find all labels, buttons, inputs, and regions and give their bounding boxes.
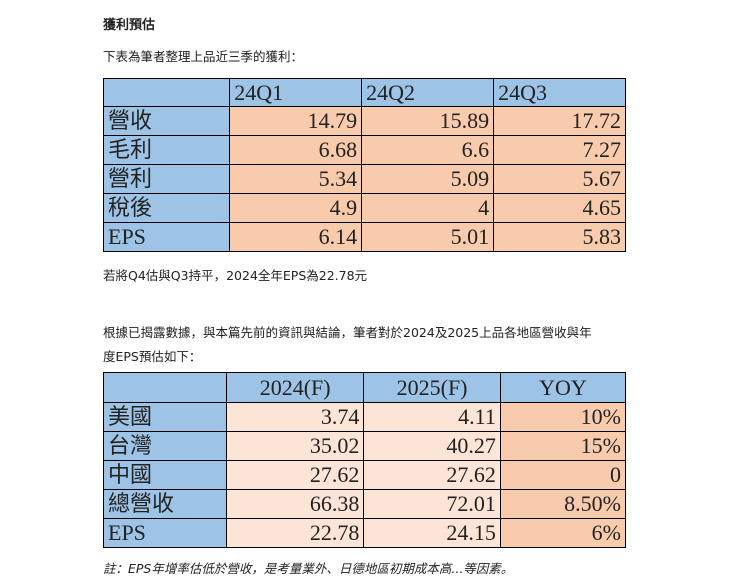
header-row: 2024(F) 2025(F) YOY	[103, 372, 627, 403]
row-label: 毛利	[102, 135, 231, 165]
column-header: 24Q1	[229, 78, 363, 107]
column-header: YOY	[499, 372, 627, 403]
column-header: 2025(F)	[363, 372, 501, 403]
corner-cell	[103, 372, 227, 403]
cell: 22.78	[225, 518, 365, 548]
cell: 15%	[499, 431, 627, 461]
cell: 4.11	[363, 402, 501, 432]
table-row: 營收 14.79 15.89 17.72	[102, 106, 626, 136]
table-quarterly: 24Q1 24Q2 24Q3 營收 14.79 15.89 17.72 毛利 6.68 6.6 7.…	[102, 78, 626, 252]
cell: 4.65	[493, 193, 626, 223]
table-row: 稅後 4.9 4 4.65	[102, 193, 626, 223]
cell: 6.68	[229, 135, 363, 165]
note: 若將Q4估與Q3持平，2024全年EPS為22.78元	[103, 268, 368, 283]
cell: 3.74	[225, 402, 365, 432]
cell: 40.27	[363, 431, 501, 461]
column-header: 24Q3	[493, 78, 626, 107]
cell: 66.38	[225, 489, 365, 519]
cell: 5.83	[493, 222, 626, 252]
cell: 17.72	[493, 106, 626, 136]
cell: 24.15	[363, 518, 501, 548]
cell: 5.09	[361, 164, 495, 194]
cell: 72.01	[363, 489, 501, 519]
row-label: 營收	[102, 106, 231, 136]
table-row: 台灣 35.02 40.27 15%	[103, 431, 627, 461]
row-label: 總營收	[103, 489, 227, 519]
cell: 0	[499, 460, 627, 490]
column-header: 24Q2	[361, 78, 495, 107]
intro: 下表為筆者整理上品近三季的獲利：	[103, 49, 304, 64]
table-row: 中國 27.62 27.62 0	[103, 460, 627, 490]
table-row: EPS 6.14 5.01 5.83	[102, 222, 626, 252]
row-label: 營利	[102, 164, 231, 194]
paragraph-line: 度EPS預估如下：	[103, 349, 202, 364]
row-label: 中國	[103, 460, 227, 490]
table-row: 毛利 6.68 6.6 7.27	[102, 135, 626, 165]
cell: 6%	[499, 518, 627, 548]
table-forecast: 2024(F) 2025(F) YOY 美國 3.74 4.11 10% 台灣 35.02 40.…	[103, 372, 627, 548]
cell: 6.14	[229, 222, 363, 252]
row-label: 台灣	[103, 431, 227, 461]
cell: 4	[361, 193, 495, 223]
table-row: 美國 3.74 4.11 10%	[103, 402, 627, 432]
table-row: 營利 5.34 5.09 5.67	[102, 164, 626, 194]
cell: 15.89	[361, 106, 495, 136]
cell: 5.67	[493, 164, 626, 194]
cell: 7.27	[493, 135, 626, 165]
cell: 5.01	[361, 222, 495, 252]
corner-cell	[102, 78, 231, 107]
cell: 4.9	[229, 193, 363, 223]
table-row: EPS 22.78 24.15 6%	[103, 518, 627, 548]
header-row: 24Q1 24Q2 24Q3	[102, 78, 626, 107]
title: 獲利預估	[103, 18, 156, 33]
cell: 27.62	[363, 460, 501, 490]
cell: 5.34	[229, 164, 363, 194]
cell: 35.02	[225, 431, 365, 461]
row-label: EPS	[103, 518, 227, 548]
footnote: 註：EPS年增率估低於營收，是考量業外、日德地區初期成本高...等因素。	[103, 561, 514, 576]
cell: 6.6	[361, 135, 495, 165]
cell: 27.62	[225, 460, 365, 490]
paragraph-line: 根據已揭露數據，與本篇先前的資訊與結論，筆者對於2024及2025上品各地區營收…	[103, 325, 592, 340]
column-header: 2024(F)	[225, 372, 365, 403]
cell: 10%	[499, 402, 627, 432]
table-row: 總營收 66.38 72.01 8.50%	[103, 489, 627, 519]
cell: 14.79	[229, 106, 363, 136]
row-label: 稅後	[102, 193, 231, 223]
cell: 8.50%	[499, 489, 627, 519]
row-label: EPS	[102, 222, 231, 252]
row-label: 美國	[103, 402, 227, 432]
